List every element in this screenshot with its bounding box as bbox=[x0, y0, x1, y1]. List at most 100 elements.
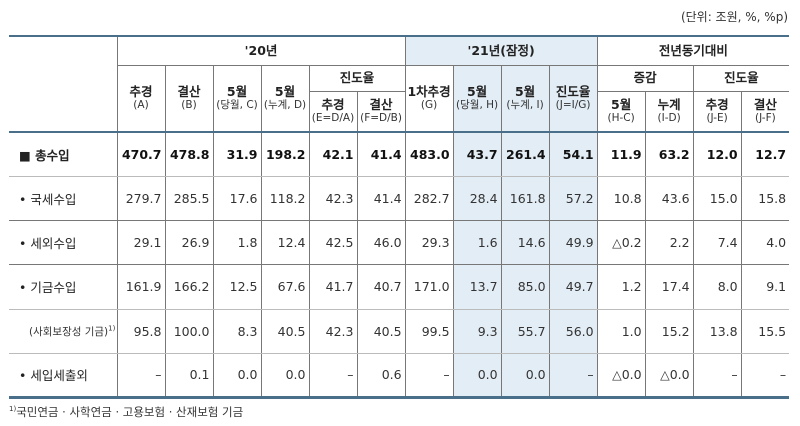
cell: 28.4 bbox=[452, 175, 502, 221]
revenue-table: '20년 '21년(잠정) 전년동기대비 추경 (A) 결산 (B) 5월 (당월, … bbox=[9, 35, 790, 399]
cell: 261.4 bbox=[500, 131, 550, 177]
cell: 171.0 bbox=[404, 263, 454, 310]
cell: 99.5 bbox=[404, 308, 454, 354]
cell: 1.2 bbox=[596, 263, 646, 310]
table-row-fund-revenue: • 기금수입 161.9 166.2 12.5 67.6 41.7 40.7 1… bbox=[9, 263, 790, 310]
cell: 12.0 bbox=[692, 131, 742, 177]
cell: – bbox=[692, 352, 742, 399]
cell: 483.0 bbox=[404, 131, 454, 177]
cell: 41.7 bbox=[308, 263, 358, 310]
cell: – bbox=[404, 352, 454, 399]
cell: 85.0 bbox=[500, 263, 550, 310]
cell: 1.6 bbox=[452, 219, 502, 265]
cell: 13.7 bbox=[452, 263, 502, 310]
cell: △0.2 bbox=[596, 219, 646, 265]
cell: – bbox=[548, 352, 598, 399]
cell: 17.6 bbox=[212, 175, 262, 221]
cell: 12.4 bbox=[260, 219, 310, 265]
row-label: • 국세수입 bbox=[9, 175, 118, 221]
cell: 8.0 bbox=[692, 263, 742, 310]
cell: 7.4 bbox=[692, 219, 742, 265]
subgroup-change: 증감 bbox=[596, 64, 694, 92]
cell: 14.6 bbox=[500, 219, 550, 265]
col-header-C: 5월 (당월, C) bbox=[212, 64, 262, 133]
col-header-JE: 추경 (J-E) bbox=[692, 90, 742, 133]
cell: – bbox=[116, 352, 166, 399]
cell: 2.2 bbox=[644, 219, 694, 265]
cell: 0.6 bbox=[356, 352, 406, 399]
row-label: (사회보장성 기금)1) bbox=[9, 308, 118, 354]
subgroup-progress-yoy: 진도율 bbox=[692, 64, 790, 92]
footnote-mark: 1) bbox=[9, 405, 17, 414]
col-header-H: 5월 (당월, H) bbox=[452, 64, 502, 133]
cell: 0.1 bbox=[164, 352, 214, 399]
col-header-J: 진도율 (J=I/G) bbox=[548, 64, 598, 133]
cell: 12.5 bbox=[212, 263, 262, 310]
cell: 31.9 bbox=[212, 131, 262, 177]
subgroup-progress-2020: 진도율 bbox=[308, 64, 406, 92]
cell: 118.2 bbox=[260, 175, 310, 221]
cell: 41.4 bbox=[356, 131, 406, 177]
cell: 55.7 bbox=[500, 308, 550, 354]
cell: 63.2 bbox=[644, 131, 694, 177]
cell: 478.8 bbox=[164, 131, 214, 177]
group-2020: '20년 bbox=[116, 35, 406, 66]
cell: 282.7 bbox=[404, 175, 454, 221]
cell: 11.9 bbox=[596, 131, 646, 177]
table-row-total-revenue: ■ 총수입 470.7 478.8 31.9 198.2 42.1 41.4 4… bbox=[9, 131, 790, 177]
cell: 67.6 bbox=[260, 263, 310, 310]
cell: 15.0 bbox=[692, 175, 742, 221]
cell: 57.2 bbox=[548, 175, 598, 221]
cell: 1.8 bbox=[212, 219, 262, 265]
col-header-ID: 누계 (I-D) bbox=[644, 90, 694, 133]
col-header-JF: 결산 (J-F) bbox=[740, 90, 790, 133]
group-yoy: 전년동기대비 bbox=[596, 35, 790, 66]
table-row-outside-budget: • 세입세출외 – 0.1 0.0 0.0 – 0.6 – 0.0 0.0 – … bbox=[9, 352, 790, 399]
cell: 1.0 bbox=[596, 308, 646, 354]
col-header-HC: 5월 (H-C) bbox=[596, 90, 646, 133]
cell: 42.3 bbox=[308, 308, 358, 354]
cell: 9.3 bbox=[452, 308, 502, 354]
cell: 10.8 bbox=[596, 175, 646, 221]
cell: 26.9 bbox=[164, 219, 214, 265]
cell: 17.4 bbox=[644, 263, 694, 310]
cell: 43.6 bbox=[644, 175, 694, 221]
cell: 46.0 bbox=[356, 219, 406, 265]
unit-label: (단위: 조원, %, %p) bbox=[680, 10, 788, 24]
col-header-E: 추경 (E=D/A) bbox=[308, 90, 358, 133]
footnote: 1)국민연금 · 사학연금 · 고용보험 · 산재보험 기금 bbox=[9, 404, 243, 420]
row-label: • 세입세출외 bbox=[9, 352, 118, 399]
cell: 0.0 bbox=[452, 352, 502, 399]
cell: 40.5 bbox=[356, 308, 406, 354]
cell: 15.8 bbox=[740, 175, 790, 221]
footnote-mark: 1) bbox=[108, 324, 116, 332]
table-row-social-security-fund: (사회보장성 기금)1) 95.8 100.0 8.3 40.5 42.3 40… bbox=[9, 308, 790, 354]
cell: △0.0 bbox=[644, 352, 694, 399]
col-header-F: 결산 (F=D/B) bbox=[356, 90, 406, 133]
cell: 41.4 bbox=[356, 175, 406, 221]
cell: 198.2 bbox=[260, 131, 310, 177]
cell: 0.0 bbox=[260, 352, 310, 399]
cell: 56.0 bbox=[548, 308, 598, 354]
cell: 29.1 bbox=[116, 219, 166, 265]
cell: 470.7 bbox=[116, 131, 166, 177]
cell: 29.3 bbox=[404, 219, 454, 265]
cell: 49.7 bbox=[548, 263, 598, 310]
cell: 279.7 bbox=[116, 175, 166, 221]
footnote-text: 국민연금 · 사학연금 · 고용보험 · 산재보험 기금 bbox=[16, 405, 244, 419]
cell: 40.7 bbox=[356, 263, 406, 310]
col-header-A: 추경 (A) bbox=[116, 64, 166, 133]
cell: 13.8 bbox=[692, 308, 742, 354]
cell: 0.0 bbox=[212, 352, 262, 399]
cell: 12.7 bbox=[740, 131, 790, 177]
cell: 54.1 bbox=[548, 131, 598, 177]
cell: 49.9 bbox=[548, 219, 598, 265]
cell: 161.9 bbox=[116, 263, 166, 310]
cell: 15.5 bbox=[740, 308, 790, 354]
cell: 42.1 bbox=[308, 131, 358, 177]
cell: △0.0 bbox=[596, 352, 646, 399]
row-label: • 세외수입 bbox=[9, 219, 118, 265]
table-row-non-tax: • 세외수입 29.1 26.9 1.8 12.4 42.5 46.0 29.3… bbox=[9, 219, 790, 265]
cell: 4.0 bbox=[740, 219, 790, 265]
table-row-national-tax: • 국세수입 279.7 285.5 17.6 118.2 42.3 41.4 … bbox=[9, 175, 790, 221]
